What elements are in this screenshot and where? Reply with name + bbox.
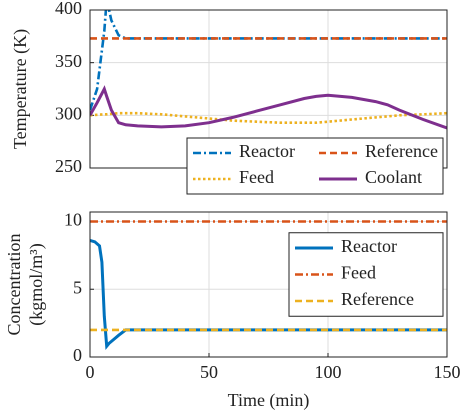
y-tick-label: 350 [55, 51, 82, 71]
y-tick-label: 400 [55, 0, 82, 18]
y-tick-label: 0 [73, 345, 82, 365]
y-tick-label: 250 [55, 156, 82, 176]
legend-label: Reference [365, 141, 438, 161]
subplot: 250 300 350 400 Temperature (K) Reactor Refere… [10, 0, 448, 195]
x-tick-label: 150 [434, 362, 461, 382]
y-axis-label: Temperature (K) [10, 29, 31, 149]
legend: Reactor Reference Feed Coolant [186, 137, 444, 195]
legend-label: Reactor [239, 141, 295, 161]
lines [90, 10, 447, 130]
legend-label: Reactor [341, 236, 397, 256]
x-tick-label: 50 [200, 362, 218, 382]
legend-label: Feed [341, 263, 376, 283]
legend-box [186, 137, 444, 195]
y-axis-label: Concentration [4, 234, 24, 336]
axes-frame [89, 211, 448, 358]
x-tick-label: 100 [315, 362, 342, 382]
legend-label: Coolant [365, 167, 422, 187]
x-axis-label: Time (min) [228, 390, 310, 411]
lines [90, 220, 447, 351]
series-line [90, 85, 447, 130]
legend: Reactor Feed Reference [288, 232, 444, 317]
y-tick-label: 300 [55, 103, 82, 123]
series-line [90, 239, 447, 351]
x-tick-label: 0 [86, 362, 95, 382]
subplot: 0 50 100 150 0 5 10 Concentration (kgmol/m³) Time… [4, 210, 460, 412]
legend-label: Reference [341, 289, 414, 309]
y-tick-label: 10 [64, 210, 82, 230]
y-axis-label: (kgmol/m³) [26, 243, 47, 325]
series-line [90, 111, 447, 124]
legend-label: Feed [239, 167, 274, 187]
y-tick-label: 5 [73, 277, 82, 297]
